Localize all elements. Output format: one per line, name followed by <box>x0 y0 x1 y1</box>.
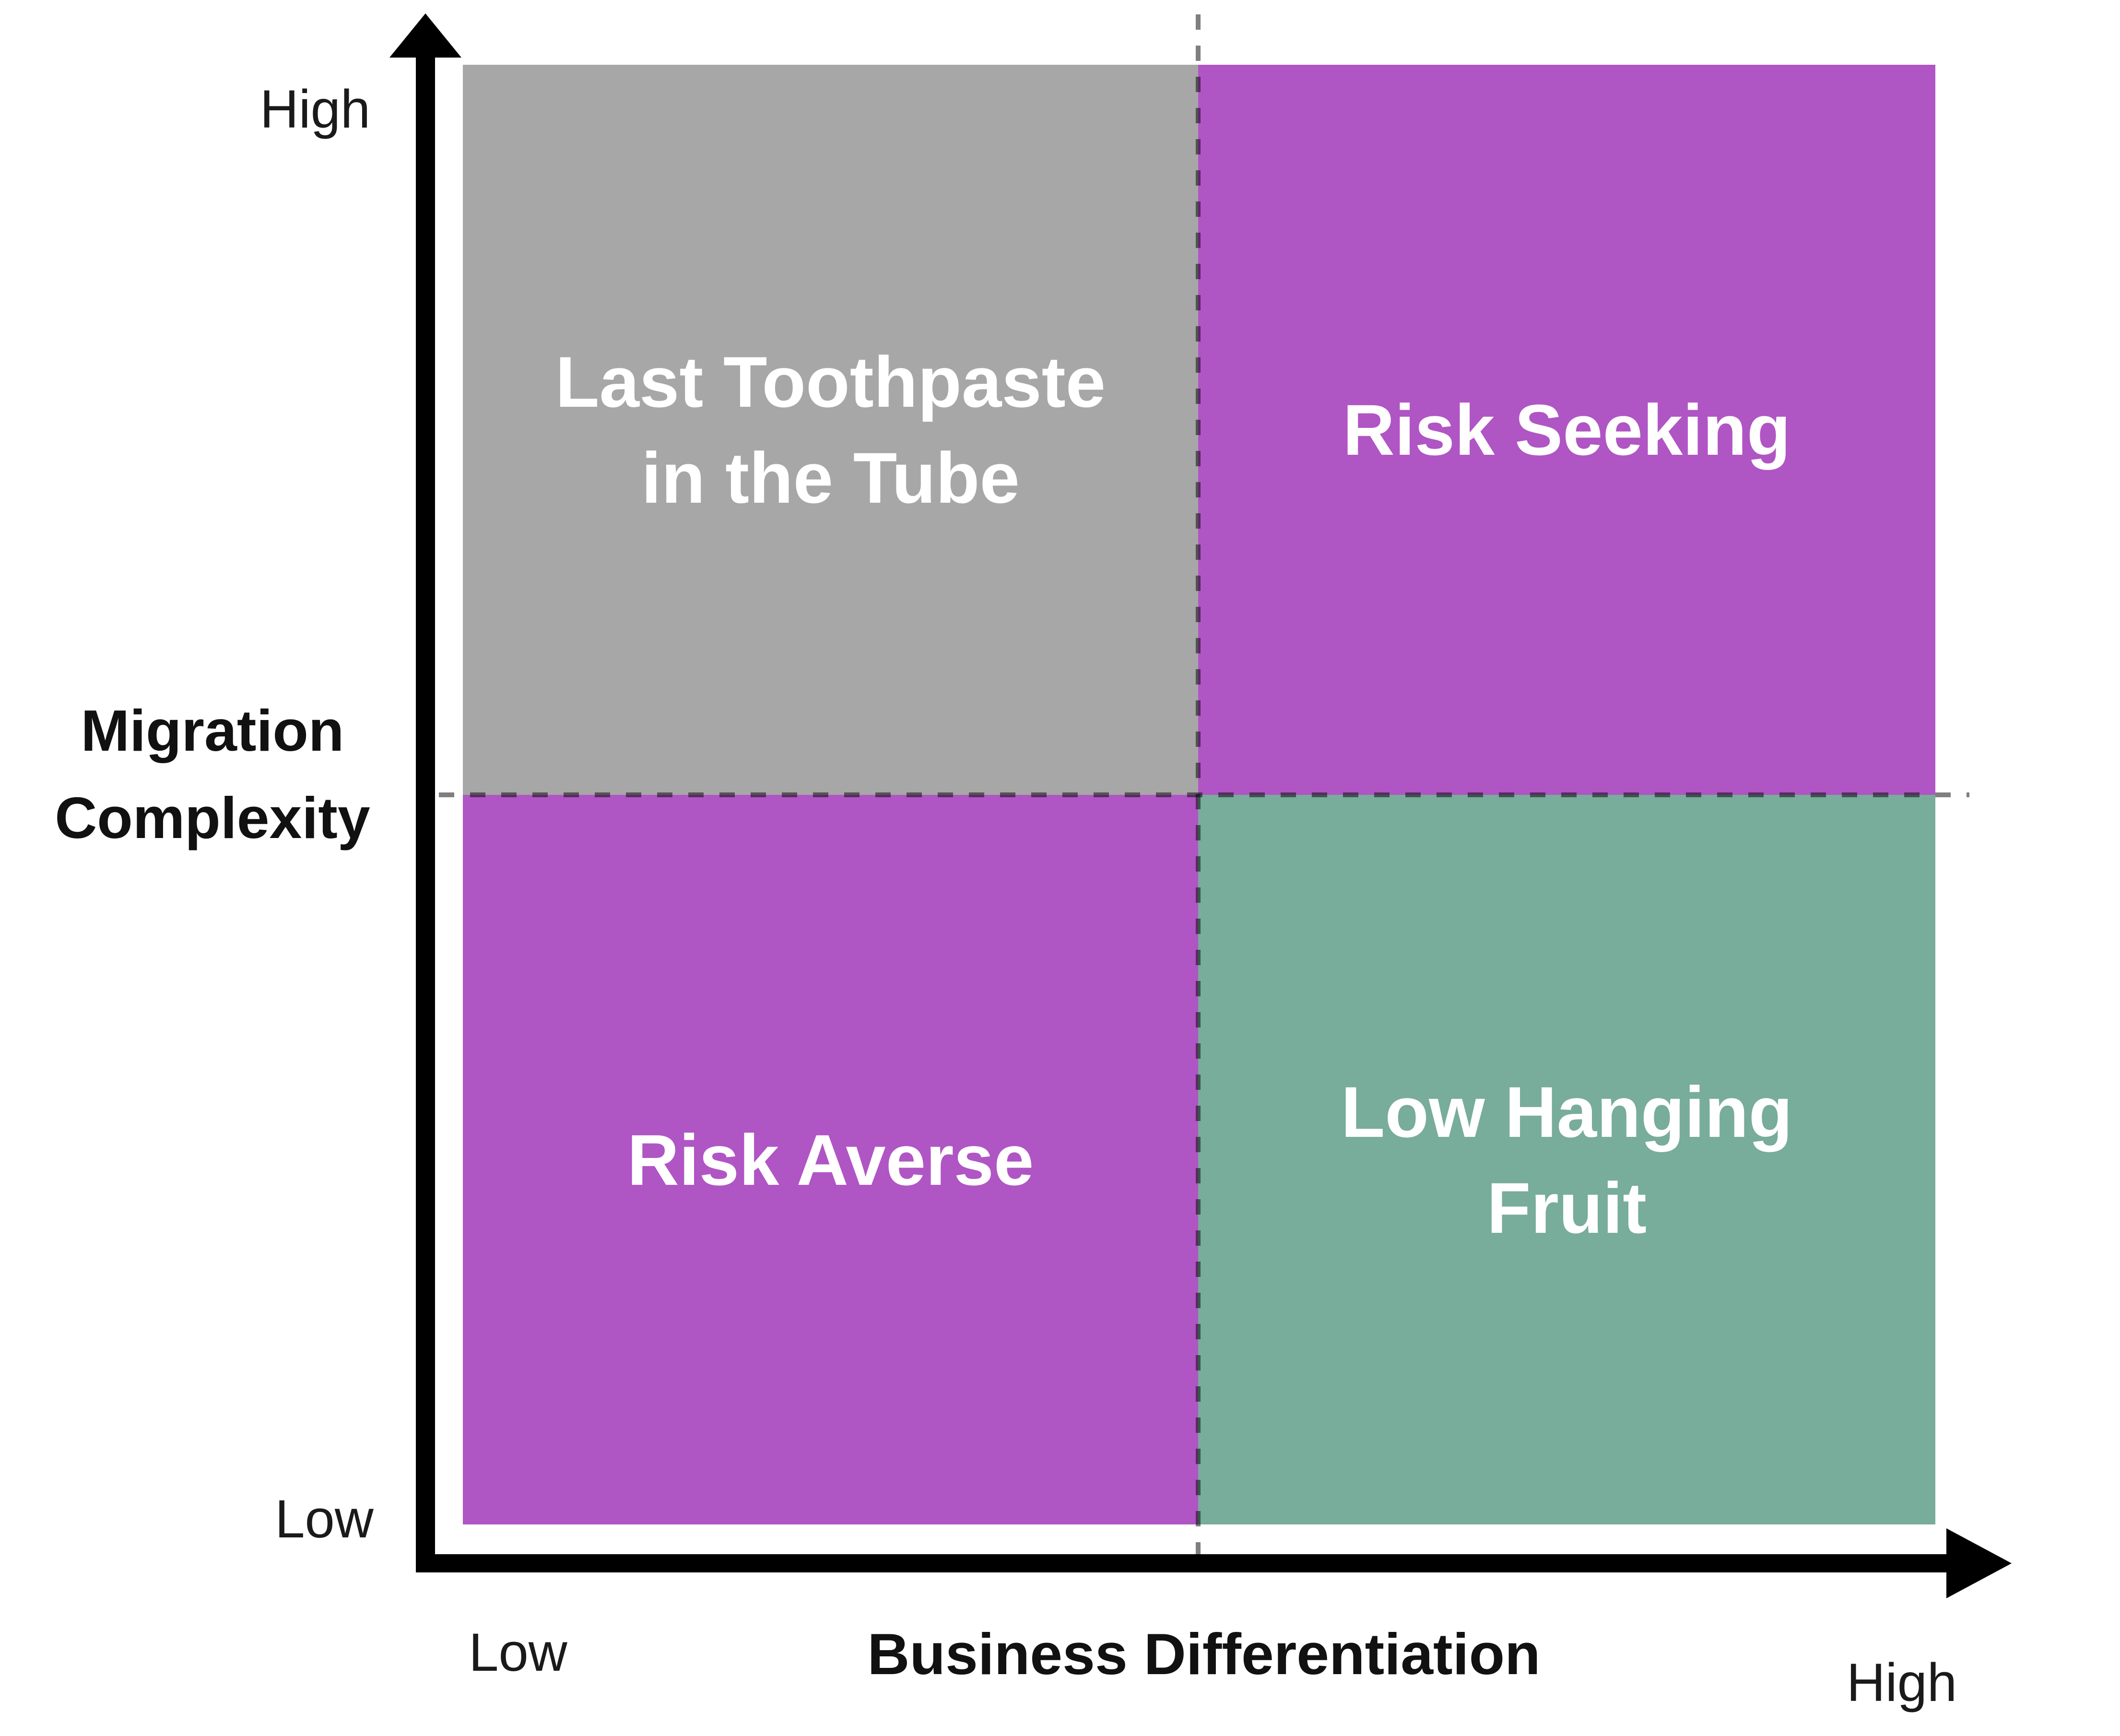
x-axis-low-label: Low <box>469 1622 567 1682</box>
x-axis-arrowhead-icon <box>1946 1528 2012 1598</box>
quadrant-bottom-left-label: Risk Averse <box>627 1112 1034 1208</box>
quadrant-top-left-label-line2: in the Tube <box>641 437 1020 518</box>
horizontal-dashed-divider <box>439 792 1969 797</box>
quadrant-top-right: Risk Seeking <box>1198 65 1935 795</box>
quadrant-top-left-label-line1: Last Toothpaste <box>555 342 1106 422</box>
quadrant-bottom-right-label-line1: Low Hanging <box>1341 1071 1793 1152</box>
vertical-dashed-divider <box>1196 14 1201 1555</box>
quadrant-top-right-label: Risk Seeking <box>1343 382 1791 478</box>
x-axis-line <box>416 1554 1951 1572</box>
quadrant-top-right-label-line1: Risk Seeking <box>1343 390 1791 470</box>
y-axis-title: Migration Complexity <box>21 687 404 862</box>
quadrant-bottom-right-label-line2: Fruit <box>1486 1167 1647 1248</box>
x-axis-high-label: High <box>1846 1653 1957 1712</box>
y-axis-title-line2: Complexity <box>55 785 370 850</box>
quadrant-bottom-right: Low Hanging Fruit <box>1198 795 1935 1524</box>
y-axis-high-label: High <box>259 79 371 139</box>
y-axis-line <box>416 46 435 1572</box>
quadrant-top-left-label: Last Toothpaste in the Tube <box>555 334 1106 526</box>
x-axis-title: Business Differentiation <box>867 1621 1541 1687</box>
y-axis-arrowhead-icon <box>389 13 461 58</box>
quadrant-bottom-left: Risk Averse <box>463 795 1198 1524</box>
quadrant-bottom-left-label-line1: Risk Averse <box>627 1119 1034 1200</box>
quadrant-bottom-right-label: Low Hanging Fruit <box>1341 1064 1793 1256</box>
y-axis-title-line1: Migration <box>81 698 344 763</box>
y-axis-low-label: Low <box>275 1489 374 1549</box>
quadrant-top-left: Last Toothpaste in the Tube <box>463 65 1198 795</box>
